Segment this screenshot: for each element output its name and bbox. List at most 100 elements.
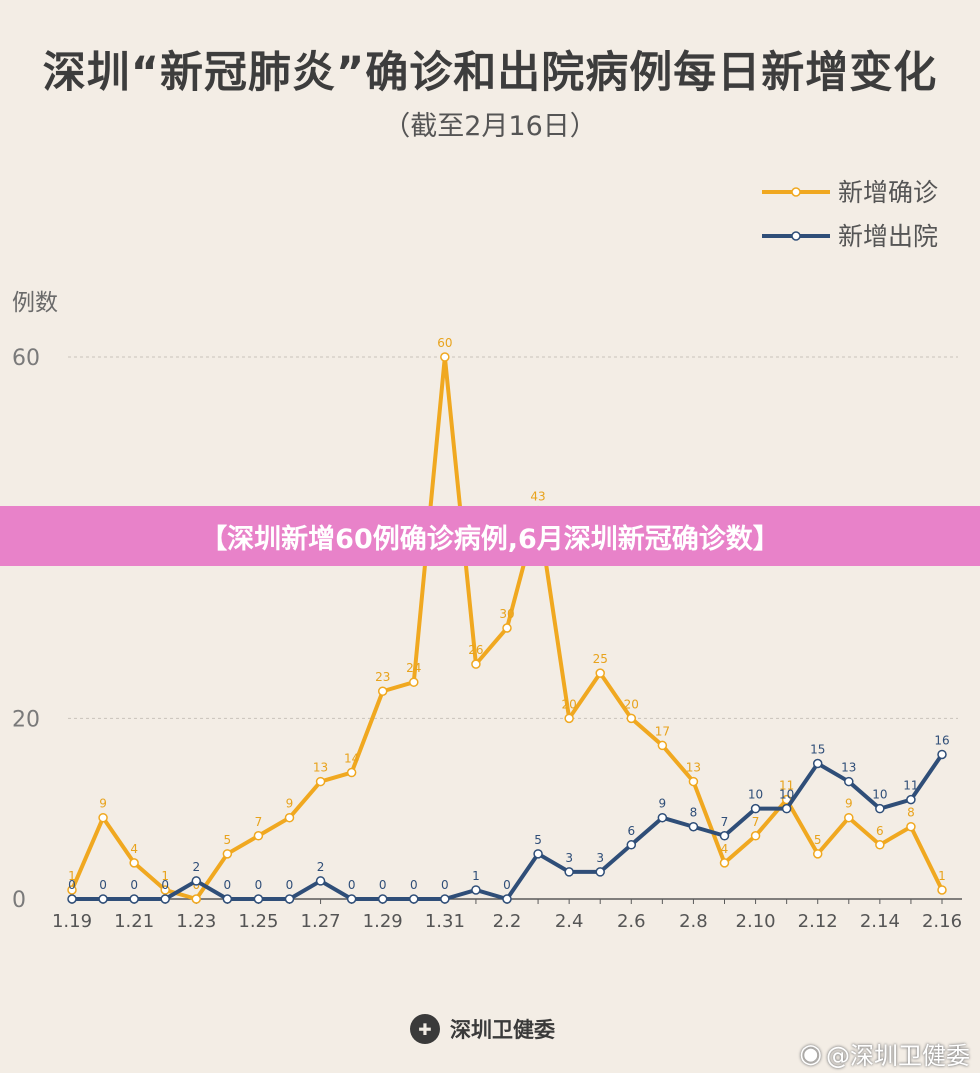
legend-marker bbox=[791, 187, 801, 197]
data-point bbox=[906, 821, 916, 832]
x-tick-label: 2.16 bbox=[922, 911, 962, 932]
data-point bbox=[688, 821, 699, 832]
watermark-text: @深圳卫健委 bbox=[826, 1042, 970, 1070]
data-label: 25 bbox=[593, 652, 608, 666]
data-point bbox=[471, 885, 481, 895]
data-label: 11 bbox=[903, 779, 918, 793]
data-label: 43 bbox=[530, 490, 545, 504]
data-label: 0 bbox=[410, 878, 418, 892]
data-point bbox=[160, 885, 170, 895]
chart-subtitle: （截至2月16日） bbox=[383, 111, 597, 142]
data-point bbox=[502, 623, 512, 633]
data-label: 1 bbox=[938, 869, 946, 883]
data-label: 0 bbox=[130, 878, 138, 892]
data-point bbox=[719, 858, 730, 868]
data-point bbox=[750, 831, 761, 841]
data-label: 1 bbox=[68, 869, 76, 883]
x-tick-label: 1.27 bbox=[301, 911, 341, 932]
data-point bbox=[191, 894, 202, 904]
data-point bbox=[409, 677, 419, 687]
data-point bbox=[595, 668, 605, 678]
data-point bbox=[533, 849, 543, 859]
data-label: 6 bbox=[627, 824, 635, 838]
y-tick-label: 20 bbox=[12, 707, 40, 732]
data-label: 14 bbox=[344, 752, 359, 766]
data-point bbox=[906, 794, 916, 805]
data-label: 0 bbox=[99, 878, 107, 892]
data-label: 2 bbox=[192, 860, 200, 874]
data-point bbox=[129, 894, 139, 904]
data-point bbox=[67, 894, 77, 904]
data-label: 11 bbox=[779, 779, 794, 793]
data-point bbox=[688, 776, 699, 787]
data-label: 16 bbox=[934, 733, 949, 747]
data-label: 26 bbox=[468, 643, 483, 657]
line-chart: 例数 0204060 1.191.211.231.251.271.291.312… bbox=[12, 178, 962, 932]
data-point bbox=[129, 858, 139, 868]
legend-label: 新增出院 bbox=[838, 222, 938, 251]
x-tick-label: 2.6 bbox=[617, 911, 646, 932]
data-label: 5 bbox=[224, 833, 232, 847]
data-label: 9 bbox=[99, 797, 107, 811]
y-axis: 例数 0204060 bbox=[12, 290, 58, 913]
legend-label: 新增确诊 bbox=[838, 178, 938, 207]
data-label: 3 bbox=[565, 851, 573, 865]
data-label: 10 bbox=[872, 788, 887, 802]
data-label: 17 bbox=[655, 724, 670, 738]
data-label: 0 bbox=[441, 878, 449, 892]
data-label: 0 bbox=[286, 878, 294, 892]
footer-logo: ✚ 深圳卫健委 bbox=[410, 1014, 555, 1044]
data-label: 9 bbox=[845, 797, 853, 811]
data-point bbox=[719, 831, 730, 841]
data-point bbox=[626, 840, 637, 850]
data-label: 7 bbox=[721, 815, 729, 829]
data-label: 15 bbox=[810, 743, 825, 757]
data-point bbox=[812, 758, 823, 769]
data-point bbox=[875, 840, 885, 850]
data-point bbox=[471, 659, 481, 669]
data-label: 6 bbox=[876, 824, 884, 838]
data-label: 0 bbox=[379, 878, 387, 892]
x-tick-label: 2.12 bbox=[798, 911, 838, 932]
data-label: 0 bbox=[348, 878, 356, 892]
data-point bbox=[595, 867, 605, 877]
emblem-icon: ✚ bbox=[410, 1014, 440, 1044]
y-tick-label: 0 bbox=[12, 888, 26, 913]
data-label: 8 bbox=[690, 806, 698, 820]
data-point bbox=[346, 767, 357, 778]
data-label: 4 bbox=[721, 842, 729, 856]
data-point bbox=[284, 812, 295, 823]
data-point bbox=[626, 713, 637, 724]
data-point bbox=[222, 894, 233, 904]
data-label: 5 bbox=[534, 833, 542, 847]
weibo-icon: ◉ bbox=[799, 1038, 822, 1069]
data-point bbox=[937, 885, 947, 895]
data-point bbox=[253, 894, 264, 904]
data-label: 10 bbox=[748, 788, 763, 802]
data-point bbox=[98, 894, 108, 904]
data-label: 30 bbox=[499, 607, 514, 621]
data-label: 7 bbox=[255, 815, 263, 829]
data-label: 20 bbox=[624, 697, 639, 711]
data-label: 20 bbox=[562, 697, 577, 711]
chart-title: 深圳“新冠肺炎”确诊和出院病例每日新增变化 bbox=[42, 48, 938, 98]
y-tick-label: 60 bbox=[12, 346, 40, 371]
x-tick-label: 1.29 bbox=[363, 911, 403, 932]
data-label: 0 bbox=[161, 878, 169, 892]
data-point bbox=[657, 740, 668, 751]
data-point bbox=[844, 812, 854, 823]
data-label: 0 bbox=[503, 878, 511, 892]
overlay-banner: 【深圳新增60例确诊病例,6月深圳新冠确诊数】 bbox=[0, 506, 980, 566]
data-point bbox=[781, 803, 792, 814]
watermark: ◉ @深圳卫健委 bbox=[799, 1036, 970, 1071]
grid-lines bbox=[68, 356, 962, 900]
data-label: 7 bbox=[752, 815, 760, 829]
data-point bbox=[875, 803, 885, 814]
data-point bbox=[98, 812, 108, 823]
data-label: 4 bbox=[130, 842, 138, 856]
data-point bbox=[937, 749, 947, 760]
data-point bbox=[315, 876, 326, 886]
data-point bbox=[409, 894, 419, 904]
y-axis-label: 例数 bbox=[12, 290, 58, 316]
